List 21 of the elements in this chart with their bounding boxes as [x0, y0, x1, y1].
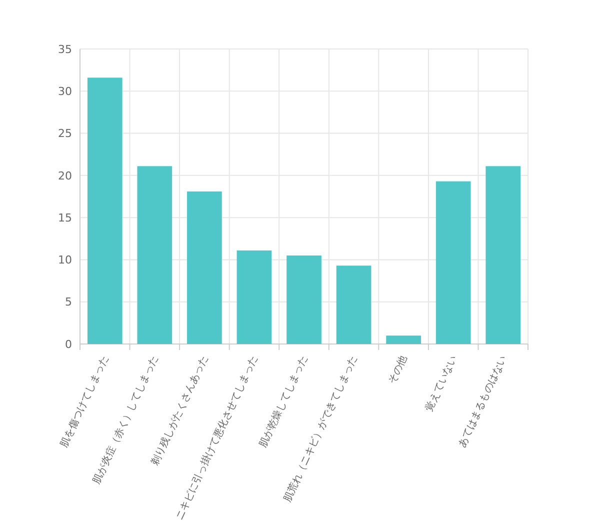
bar	[286, 256, 322, 344]
x-tick-label: 肌が乾燥してしまった	[256, 354, 310, 450]
x-tick-label: その他	[386, 354, 410, 386]
y-tick-label: 25	[58, 127, 72, 140]
bar	[486, 166, 521, 344]
y-tick-label: 0	[65, 338, 72, 351]
bar	[336, 266, 372, 344]
y-tick-label: 30	[58, 84, 72, 98]
y-tick-label: 35	[58, 42, 72, 56]
bar	[386, 336, 421, 344]
bar	[436, 181, 471, 344]
x-tick-label: 覚えていない	[422, 354, 460, 414]
y-tick-label: 10	[58, 254, 72, 267]
bar	[87, 78, 122, 344]
x-tick-label: あてはまるものはない	[456, 354, 509, 450]
y-tick-label: 20	[58, 169, 72, 182]
y-tick-label: 5	[65, 296, 72, 309]
bar	[236, 250, 272, 344]
bar	[187, 191, 222, 344]
y-tick-label: 15	[58, 211, 72, 224]
bar	[137, 166, 172, 344]
